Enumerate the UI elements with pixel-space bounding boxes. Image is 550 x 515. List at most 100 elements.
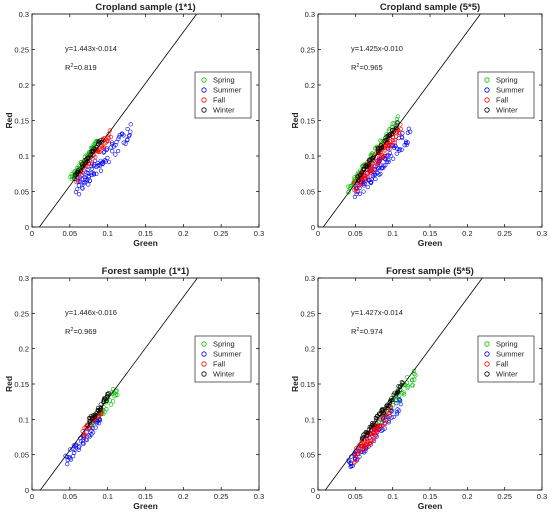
data-point xyxy=(82,433,87,438)
legend-entry: Winter xyxy=(496,370,518,379)
y-tick-label: 0.2 xyxy=(19,345,29,354)
r-squared: R2=0.969 xyxy=(65,327,97,336)
data-point xyxy=(106,391,111,396)
plot-area xyxy=(31,13,260,228)
data-point xyxy=(108,135,114,140)
data-point xyxy=(365,430,370,435)
legend-entry: Spring xyxy=(496,340,518,349)
data-point xyxy=(102,136,107,141)
data-point xyxy=(368,440,373,445)
data-point xyxy=(383,147,388,152)
data-point xyxy=(78,439,84,444)
x-tick-label: 0.1 xyxy=(387,229,397,238)
data-point xyxy=(99,411,104,416)
data-point xyxy=(120,131,125,137)
fit-equation: y=1.446x-0.016 xyxy=(65,308,117,317)
plot-area xyxy=(317,277,543,491)
x-tick-label: 0.3 xyxy=(254,229,264,238)
fit-equation: y=1.427x-0.014 xyxy=(351,308,403,317)
data-point xyxy=(395,146,400,151)
data-point xyxy=(63,453,68,458)
data-point xyxy=(379,423,384,428)
legend-marker xyxy=(484,87,490,93)
data-point xyxy=(390,397,395,402)
data-point xyxy=(402,143,407,148)
data-point xyxy=(401,390,406,395)
legend-entry: Summer xyxy=(496,86,525,95)
fit-line xyxy=(322,14,481,227)
y-tick-label: 0.15 xyxy=(14,117,29,126)
data-point xyxy=(348,184,353,189)
x-tick-label: 0.1 xyxy=(102,492,112,501)
data-point xyxy=(379,154,385,160)
data-point xyxy=(86,182,91,187)
data-layer xyxy=(325,278,483,490)
data-point xyxy=(98,402,103,407)
data-point xyxy=(405,385,410,391)
r-squared-superscript: 2 xyxy=(356,327,359,333)
chart-title: Forest sample (5*5) xyxy=(386,266,474,277)
y-tick-label: 0 xyxy=(311,486,315,495)
data-point xyxy=(386,157,391,163)
data-point xyxy=(76,183,82,188)
data-point xyxy=(398,399,403,404)
data-point xyxy=(74,180,79,185)
data-point xyxy=(89,170,94,176)
data-point xyxy=(72,176,77,181)
data-point xyxy=(394,134,399,139)
r-squared-symbol: R xyxy=(351,63,357,72)
data-point xyxy=(357,191,362,196)
data-point xyxy=(365,184,370,190)
data-point xyxy=(107,159,112,165)
data-point xyxy=(382,421,387,426)
data-layer xyxy=(322,14,481,227)
legend-marker xyxy=(201,371,207,377)
data-point xyxy=(90,425,95,430)
y-tick-label: 0.05 xyxy=(300,451,315,460)
y-tick-label: 0 xyxy=(25,223,29,232)
legend-marker xyxy=(201,87,207,93)
x-tick-label: 0.15 xyxy=(423,229,438,238)
data-point xyxy=(398,387,403,392)
data-point xyxy=(125,137,130,142)
data-point xyxy=(104,140,109,145)
data-point xyxy=(358,178,363,183)
data-point xyxy=(89,160,95,165)
data-point xyxy=(377,172,382,177)
data-point xyxy=(114,140,119,145)
legend-marker xyxy=(484,371,490,377)
r-squared-symbol: R xyxy=(351,327,357,336)
data-point xyxy=(376,150,381,155)
data-point xyxy=(91,146,96,151)
x-tick-label: 0.3 xyxy=(254,492,264,501)
data-point xyxy=(362,183,367,188)
data-point xyxy=(377,411,382,416)
data-point xyxy=(394,125,399,130)
data-point xyxy=(376,420,381,425)
data-point xyxy=(391,129,396,134)
data-point xyxy=(89,166,94,171)
legend-marker xyxy=(484,341,490,347)
r-squared-superscript: 2 xyxy=(356,63,359,69)
data-point xyxy=(73,190,79,195)
x-tick-label: 0.15 xyxy=(138,492,153,501)
y-tick-label: 0.3 xyxy=(19,10,29,19)
data-point xyxy=(391,414,396,420)
data-point xyxy=(88,425,93,431)
x-tick-label: 0 xyxy=(30,229,34,238)
chart-title: Cropland sample (5*5) xyxy=(380,2,480,13)
data-point xyxy=(355,185,360,190)
x-tick-label: 0.2 xyxy=(462,492,472,501)
data-point xyxy=(395,114,400,119)
data-point xyxy=(69,176,74,182)
data-point xyxy=(373,176,378,182)
legend-entry: Winter xyxy=(213,370,235,379)
legend-marker xyxy=(201,77,207,83)
data-point xyxy=(397,408,402,413)
y-tick-label: 0.25 xyxy=(300,46,315,55)
legend-marker xyxy=(484,77,490,83)
data-point xyxy=(101,159,106,165)
data-point xyxy=(386,143,391,148)
data-point xyxy=(98,406,104,411)
chart-title: Forest sample (1*1) xyxy=(102,266,190,277)
